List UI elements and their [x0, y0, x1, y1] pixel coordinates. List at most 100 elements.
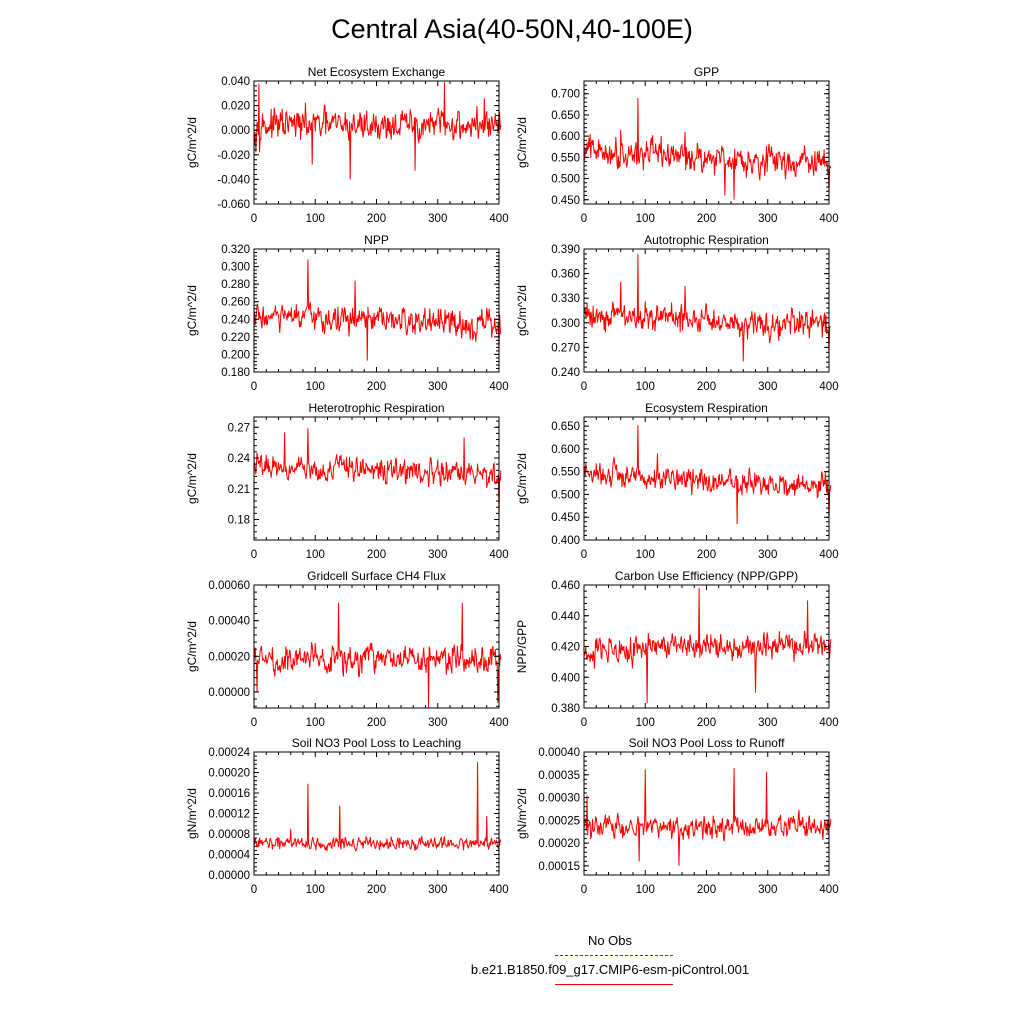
panel-1-xtick-label: 200	[367, 213, 386, 225]
panel-10-xtick-label: 400	[819, 884, 838, 896]
panel-9-ytick-label: 0.00016	[208, 788, 250, 800]
panel-6-ytick-label: 0.650	[551, 421, 580, 433]
panel-4-xtick-label: 200	[697, 381, 716, 393]
panel-5-xtick-label: 300	[428, 549, 447, 561]
panel-2-ytick-label: 0.450	[551, 195, 580, 207]
panel-6-ytick-label: 0.550	[551, 467, 580, 479]
panel-3-ytick-label: 0.280	[221, 279, 250, 291]
panel-2-xtick-label: 100	[636, 213, 655, 225]
panel-1-xtick-label: 100	[306, 213, 325, 225]
panel-5-xtick-label: 100	[306, 549, 325, 561]
panel-3-ytick-label: 0.260	[221, 297, 250, 309]
panel-8-ylabel: NPP/GPP	[515, 620, 529, 673]
panel-2-xtick-label: 400	[819, 213, 838, 225]
panel-9-ytick-label: 0.00008	[208, 829, 250, 841]
panel-2-xtick-label: 0	[581, 213, 587, 225]
panel-5-ylabel: gC/m^2/d	[185, 453, 199, 504]
panel-5-ytick-label: 0.21	[228, 484, 250, 496]
panel-8-xtick-label: 300	[758, 717, 777, 729]
panel-4-xtick-label: 400	[819, 381, 838, 393]
panel-2-ylabel: gC/m^2/d	[515, 117, 529, 168]
panel-10-xtick-label: 0	[581, 884, 587, 896]
panel-6-xtick-label: 400	[819, 549, 838, 561]
panel-4-ytick-label: 0.270	[551, 342, 580, 354]
panel-5-xtick-label: 0	[251, 549, 257, 561]
panel-7-xtick-label: 200	[367, 717, 386, 729]
panel-6-xtick-label: 100	[636, 549, 655, 561]
panel-1-ytick-label: 0.040	[221, 76, 250, 88]
panel-1-frame	[253, 80, 500, 205]
panel-10-ylabel: gN/m^2/d	[515, 788, 529, 839]
panel-10-ytick-label: 0.00035	[538, 770, 580, 782]
panel-8-xtick-label: 100	[636, 717, 655, 729]
panel-1-xtick-label: 300	[428, 213, 447, 225]
panel-2-ytick-label: 0.600	[551, 131, 580, 143]
panel-3-ytick-label: 0.220	[221, 332, 250, 344]
panel-5-title: Heterotrophic Respiration	[308, 401, 444, 415]
panel-3-ytick-label: 0.240	[221, 314, 250, 326]
panel-9-xtick-label: 400	[489, 884, 508, 896]
panel-9-xtick-label: 200	[367, 884, 386, 896]
panel-5-xtick-label: 400	[489, 549, 508, 561]
panel-8-series-line	[583, 588, 832, 704]
panel-1-xtick-label: 400	[489, 213, 508, 225]
panel-6-xtick-label: 200	[697, 549, 716, 561]
panel-9-ytick-label: 0.00004	[208, 850, 250, 862]
panel-7-ylabel: gC/m^2/d	[185, 621, 199, 672]
panel-4-ytick-label: 0.300	[551, 318, 580, 330]
panel-4-title: Autotrophic Respiration	[644, 233, 769, 247]
panel-9-title: Soil NO3 Pool Loss to Leaching	[292, 736, 461, 750]
panel-2-series-line	[583, 97, 832, 200]
panel-2-xtick-label: 300	[758, 213, 777, 225]
panel-2-ytick-label: 0.500	[551, 174, 580, 186]
panel-5-ytick-label: 0.24	[228, 453, 251, 465]
panel-1-ytick-label: 0.020	[221, 101, 250, 113]
panel-7-ytick-label: 0.00020	[208, 651, 250, 663]
panel-10-ytick-label: 0.00025	[538, 815, 580, 827]
panel-6-ytick-label: 0.400	[551, 535, 580, 547]
panel-2-xtick-label: 200	[697, 213, 716, 225]
panel-9-xtick-label: 0	[251, 884, 257, 896]
panel-9-ytick-label: 0.00020	[208, 768, 250, 780]
panel-9-ytick-label: 0.00000	[208, 870, 250, 882]
panel-5-ytick-label: 0.18	[228, 515, 250, 527]
panel-3-ytick-label: 0.320	[221, 244, 250, 256]
panel-1-xtick-label: 0	[251, 213, 257, 225]
figure-title: Central Asia(40-50N,40-100E)	[331, 14, 693, 44]
legend-model-line	[555, 984, 673, 985]
panel-4-xtick-label: 300	[758, 381, 777, 393]
panel-4-ytick-label: 0.360	[551, 269, 580, 281]
panel-3-xtick-label: 0	[251, 381, 257, 393]
panel-7-xtick-label: 300	[428, 717, 447, 729]
panel-6-title: Ecosystem Respiration	[645, 401, 768, 415]
panel-2-ytick-label: 0.550	[551, 152, 580, 164]
panel-8-ytick-label: 0.460	[551, 580, 580, 592]
panel-3-xtick-label: 100	[306, 381, 325, 393]
panel-1-ytick-label: -0.060	[217, 199, 250, 211]
panel-4-ytick-label: 0.240	[551, 367, 580, 379]
panel-5-xtick-label: 200	[367, 549, 386, 561]
panel-8-title: Carbon Use Efficiency (NPP/GPP)	[615, 569, 798, 583]
panel-6-xtick-label: 300	[758, 549, 777, 561]
panel-10-ytick-label: 0.00015	[538, 861, 580, 873]
panel-6-ytick-label: 0.500	[551, 489, 580, 501]
panel-2-title: GPP	[694, 65, 719, 79]
panel-3-xtick-label: 400	[489, 381, 508, 393]
panel-6-series-line	[583, 425, 832, 525]
panel-5-series-line	[253, 428, 502, 518]
panel-10-ytick-label: 0.00020	[538, 838, 580, 850]
panel-1-ytick-label: 0.000	[221, 125, 250, 137]
panel-10-ytick-label: 0.00030	[538, 793, 580, 805]
panel-7-ytick-label: 0.00000	[208, 687, 250, 699]
panel-4-ytick-label: 0.330	[551, 293, 580, 305]
panel-9-xtick-label: 300	[428, 884, 447, 896]
panel-10-series-line	[583, 767, 832, 866]
panel-9-ylabel: gN/m^2/d	[185, 788, 199, 839]
panel-6-ytick-label: 0.600	[551, 444, 580, 456]
legend-obs-line	[555, 955, 673, 956]
panel-9-xtick-label: 100	[306, 884, 325, 896]
panel-7-title: Gridcell Surface CH4 Flux	[307, 569, 446, 583]
legend-obs-label: No Obs	[587, 933, 633, 948]
panel-3-ytick-label: 0.300	[221, 262, 250, 274]
